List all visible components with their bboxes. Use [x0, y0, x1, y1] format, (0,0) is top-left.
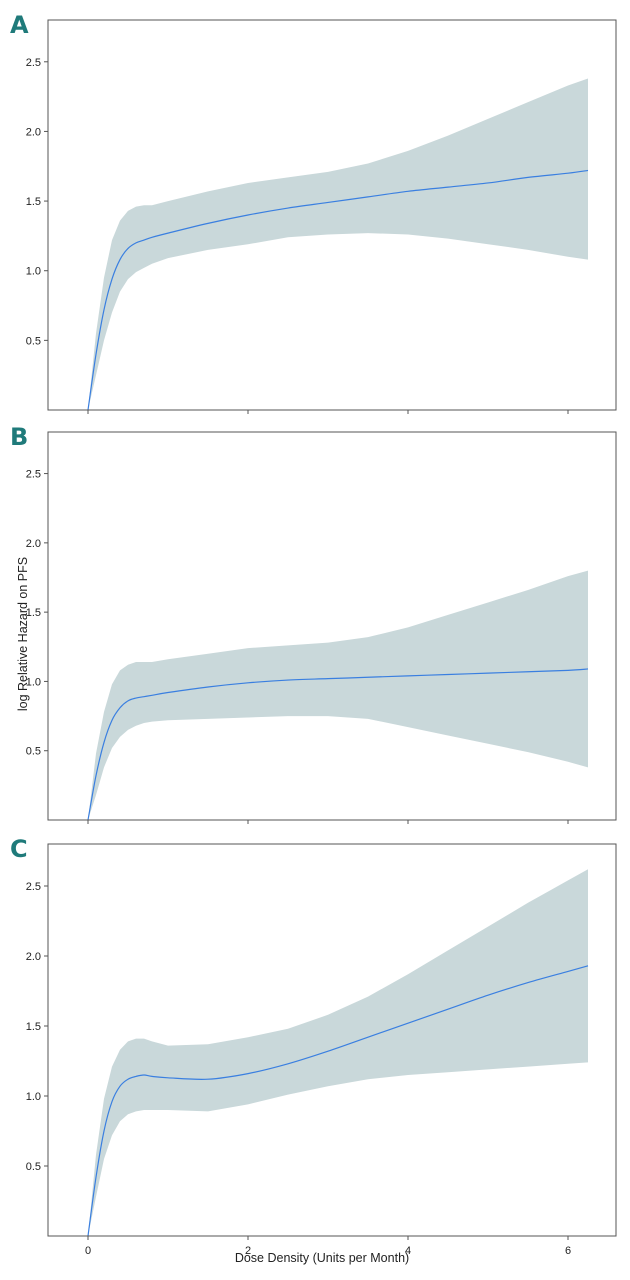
plot-frame: [47, 431, 617, 821]
panel-letter: A: [10, 11, 29, 39]
panel-b: 0.5 1.0 1.5 2.0 2.5 B: [10, 423, 617, 824]
plot-frame: [47, 843, 617, 1237]
panel-letter: B: [10, 423, 28, 451]
y-tick-label: 1.5: [26, 196, 41, 208]
fitted-line: [87, 668, 589, 821]
y-tick-label: 1.5: [26, 1021, 41, 1033]
y-tick-label: 2.5: [26, 57, 41, 69]
panel-a: 0.5 1.0 1.5 2.0 2.5 A: [10, 11, 617, 414]
confidence-band: [88, 570, 588, 820]
y-axis-title: log Relative Hazard on PFS: [16, 557, 30, 711]
fitted-line: [87, 965, 589, 1237]
plot-frame: [47, 19, 617, 411]
y-tick-label: 0.5: [26, 1161, 41, 1173]
y-tick-label: 0.5: [26, 335, 41, 347]
y-tick-label: 2.5: [26, 881, 41, 893]
panel-letter: C: [10, 835, 28, 863]
y-tick-label: 2.0: [26, 538, 41, 550]
y-tick-label: 0.5: [26, 746, 41, 758]
panels: 0.5 1.0 1.5 2.0 2.5 A 0.5 1.0 1.5 2.0 2.5 B 0.5 1.0 1.…: [10, 11, 617, 1257]
x-tick-label: 2: [245, 1245, 251, 1257]
x-tick-label: 4: [405, 1245, 411, 1257]
confidence-band: [88, 869, 588, 1236]
panel-c: 0.5 1.0 1.5 2.0 2.5 0 2 4 6 C: [10, 835, 617, 1257]
confidence-band: [88, 78, 588, 410]
fitted-line: [87, 169, 589, 411]
x-axis-title: Dose Density (Units per Month): [235, 1251, 409, 1265]
y-tick-label: 1.0: [26, 1091, 41, 1103]
y-tick-label: 2.0: [26, 126, 41, 138]
y-tick-label: 1.5: [26, 607, 41, 619]
y-tick-label: 2.0: [26, 951, 41, 963]
x-tick-label: 6: [565, 1245, 571, 1257]
y-tick-label: 1.0: [26, 266, 41, 278]
x-tick-label: 0: [85, 1245, 91, 1257]
y-tick-label: 2.5: [26, 469, 41, 481]
y-tick-label: 1.0: [26, 676, 41, 688]
